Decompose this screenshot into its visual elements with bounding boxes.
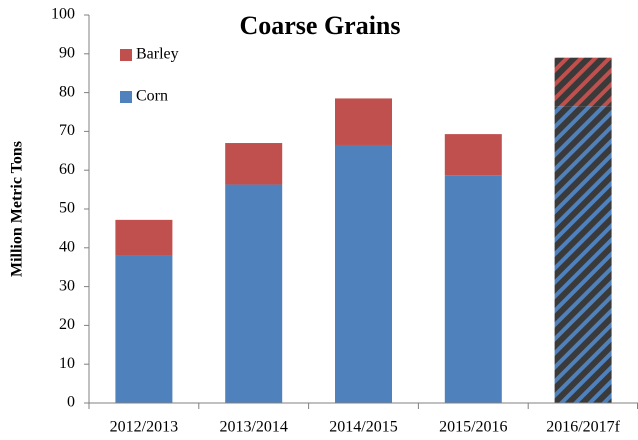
x-tick-label: 2012/2013: [110, 419, 178, 436]
y-tick-label: 90: [59, 44, 75, 61]
y-tick-label: 20: [59, 316, 75, 333]
bar-segment: [555, 106, 612, 403]
legend-label: Barley: [136, 46, 179, 63]
bar-segment: [115, 220, 172, 256]
x-tick-label: 2016/2017f: [546, 419, 620, 436]
bar-segment: [445, 134, 502, 175]
bar-segment: [335, 98, 392, 145]
x-tick-label: 2014/2015: [329, 419, 397, 436]
y-tick-label: 10: [59, 355, 75, 372]
bar-segment: [225, 143, 282, 185]
y-tick-label: 30: [59, 277, 75, 294]
y-tick-label: 60: [59, 161, 75, 178]
y-tick-label: 80: [59, 83, 75, 100]
y-axis-label: Million Metric Tons: [9, 141, 26, 277]
bar-segment: [445, 175, 502, 403]
y-tick-label: 50: [59, 200, 75, 217]
bar-segment: [555, 58, 612, 107]
legend-label: Corn: [136, 88, 168, 105]
bar-segment: [335, 145, 392, 403]
x-tick-label: 2013/2014: [219, 419, 287, 436]
y-tick-label: 0: [67, 394, 75, 411]
y-tick-label: 40: [59, 238, 75, 255]
y-tick-label: 70: [59, 122, 75, 139]
y-tick-label: 100: [51, 6, 75, 23]
x-tick-label: 2015/2016: [439, 419, 507, 436]
bar-segment: [225, 185, 282, 403]
legend-swatch: [120, 49, 132, 61]
legend-swatch: [120, 91, 132, 103]
bar-segment: [115, 256, 172, 403]
chart: Coarse Grains Million Metric Tons 0 10 20 3…: [0, 0, 638, 440]
chart-title: Coarse Grains: [239, 11, 400, 40]
